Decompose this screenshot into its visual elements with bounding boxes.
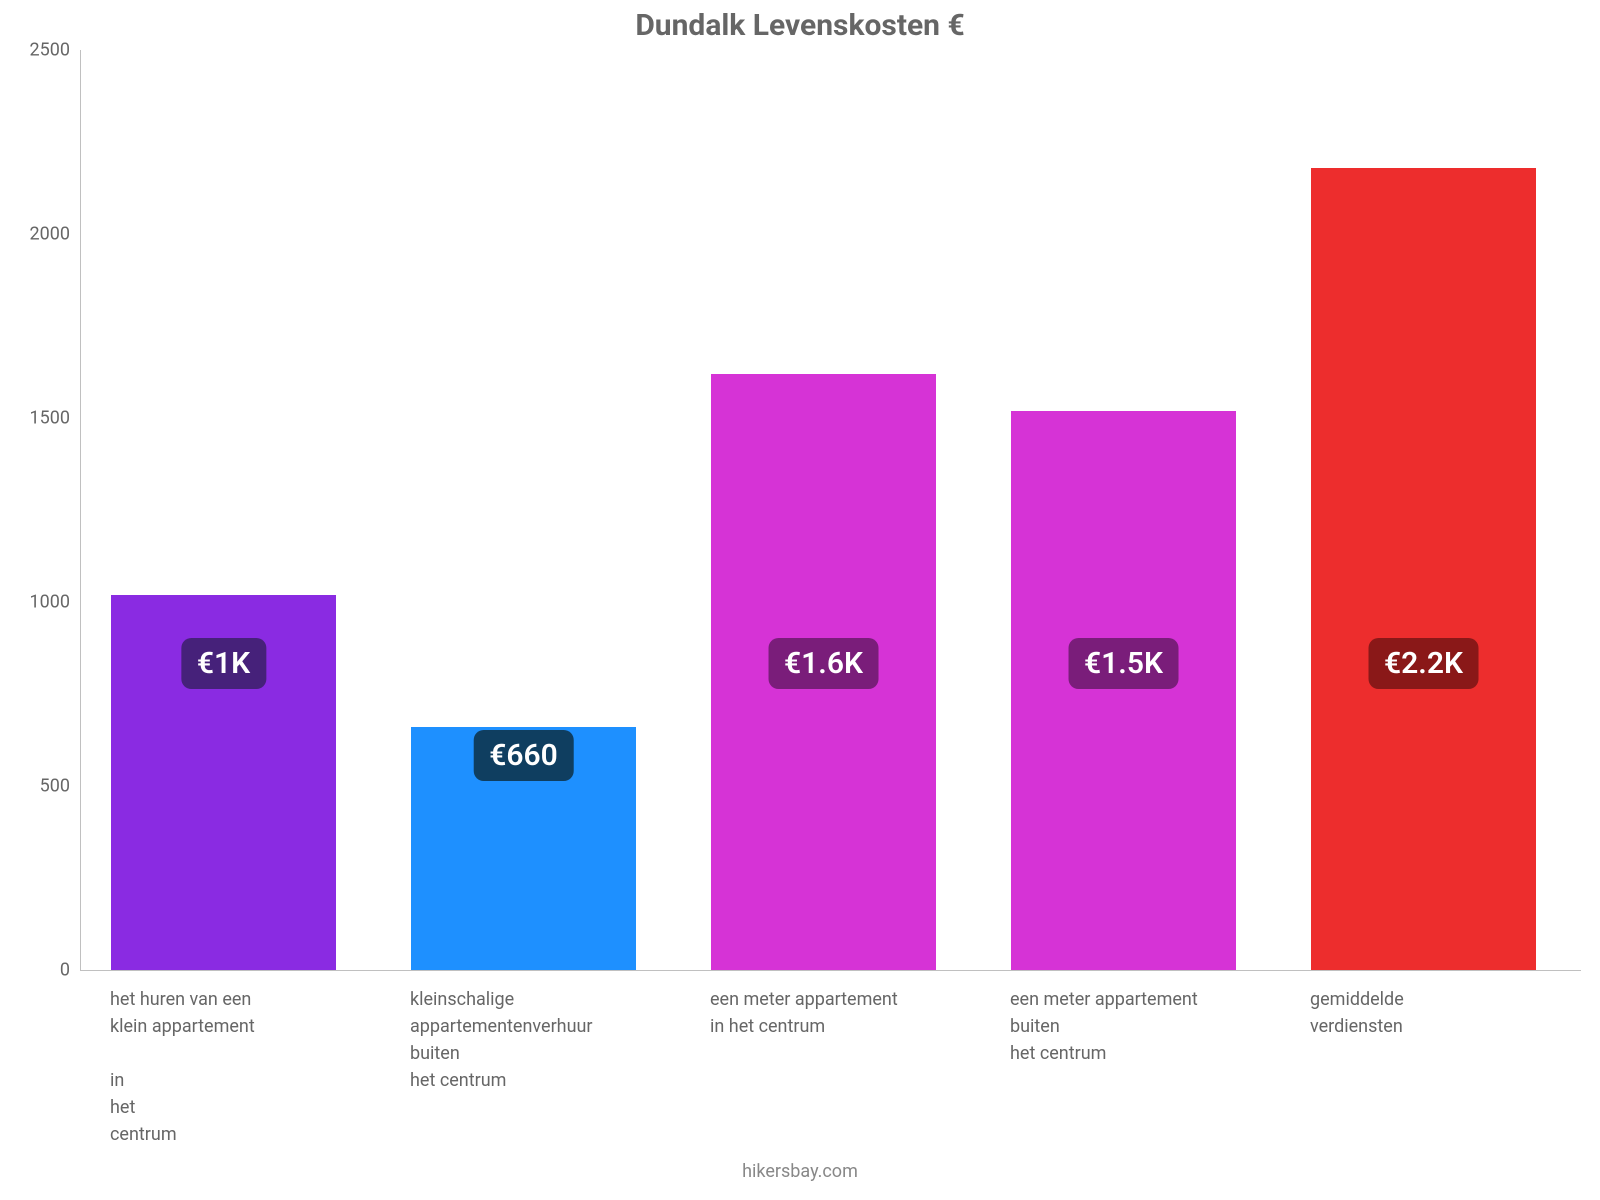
x-tick-label-line: een meter appartement	[710, 986, 1000, 1013]
y-tick-label: 2500	[0, 40, 80, 61]
x-tick-label: gemiddeldeverdiensten	[1310, 986, 1600, 1040]
bar: €1.6K	[711, 374, 936, 970]
x-tick-label-line: het huren van een	[110, 986, 400, 1013]
x-tick-label: kleinschaligeappartementenverhuurbuitenh…	[410, 986, 700, 1094]
y-tick-label: 1500	[0, 408, 80, 429]
x-tick-label-line: gemiddelde	[1310, 986, 1600, 1013]
bar-value-badge: €1.6K	[768, 638, 879, 689]
chart-footer: hikersbay.com	[0, 1161, 1600, 1182]
x-tick-label-line: het	[110, 1094, 400, 1121]
bar: €1K	[111, 595, 336, 970]
bar-value-badge: €660	[473, 730, 574, 781]
bar: €660	[411, 727, 636, 970]
x-tick-label-line: het centrum	[410, 1067, 700, 1094]
x-tick-label: het huren van eenklein appartement inhet…	[110, 986, 400, 1148]
bar-value-badge: €1K	[181, 638, 266, 689]
x-tick-label-line: in het centrum	[710, 1013, 1000, 1040]
y-tick-label: 0	[0, 960, 80, 981]
x-tick-label-line: een meter appartement	[1010, 986, 1300, 1013]
bar: €1.5K	[1011, 411, 1236, 970]
bar: €2.2K	[1311, 168, 1536, 970]
x-tick-label: een meter appartementin het centrum	[710, 986, 1000, 1040]
x-tick-label-line	[110, 1040, 400, 1067]
x-tick-label-line: in	[110, 1067, 400, 1094]
chart-title: Dundalk Levenskosten €	[0, 8, 1600, 43]
bar-value-badge: €1.5K	[1068, 638, 1179, 689]
bar-value-badge: €2.2K	[1368, 638, 1479, 689]
x-tick-label-line: buiten	[410, 1040, 700, 1067]
x-tick-label-line: buiten	[1010, 1013, 1300, 1040]
x-tick-label-line: het centrum	[1010, 1040, 1300, 1067]
y-tick-label: 500	[0, 776, 80, 797]
x-tick-label: een meter appartementbuitenhet centrum	[1010, 986, 1300, 1067]
x-tick-label-line: verdiensten	[1310, 1013, 1600, 1040]
x-tick-label-line: kleinschalige	[410, 986, 700, 1013]
plot-area: €1K €660 €1.6K €1.5K €2.2K	[80, 50, 1581, 971]
x-tick-label-line: centrum	[110, 1121, 400, 1148]
cost-of-living-chart: Dundalk Levenskosten € 0 500 1000 1500 2000 2…	[0, 0, 1600, 1200]
y-tick-label: 1000	[0, 592, 80, 613]
y-tick-label: 2000	[0, 224, 80, 245]
x-tick-label-line: klein appartement	[110, 1013, 400, 1040]
x-tick-label-line: appartementenverhuur	[410, 1013, 700, 1040]
